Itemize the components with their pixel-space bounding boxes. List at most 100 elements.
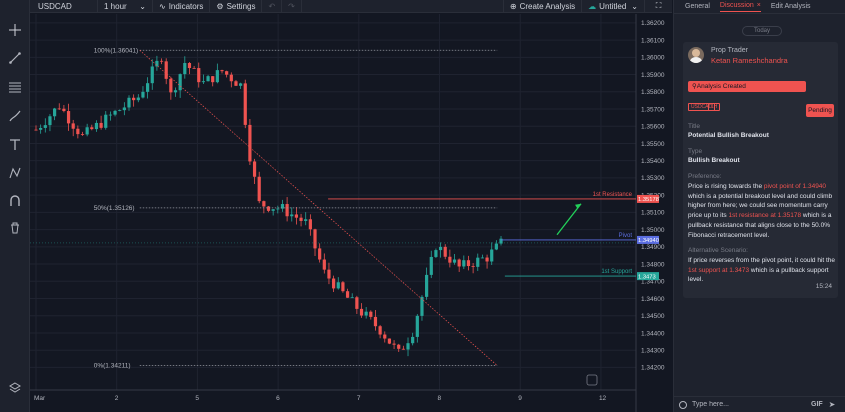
create-analysis-button[interactable]: ⊕ Create Analysis <box>502 0 581 12</box>
candle-body <box>294 214 299 218</box>
candle-body <box>471 266 475 267</box>
indicators-label: Indicators <box>168 1 204 11</box>
candle-body <box>359 308 364 316</box>
candle-body <box>183 63 187 75</box>
candle-body <box>146 83 150 92</box>
price-tick-label: 1.34200 <box>641 365 665 372</box>
author-name[interactable]: Ketan Rameshchandra <box>711 56 788 65</box>
layout-name: Untitled <box>599 1 627 11</box>
tab-general[interactable]: General <box>685 3 710 10</box>
price-tick-label: 1.35300 <box>641 175 665 182</box>
brush-tool[interactable] <box>0 106 30 126</box>
tab-discussion-label: Discussion <box>719 1 754 9</box>
close-icon[interactable]: × <box>756 1 761 9</box>
candle-body <box>490 249 494 262</box>
candle-body <box>192 68 196 69</box>
candle-body <box>452 259 457 263</box>
candle-body <box>187 63 192 69</box>
interval-selector[interactable]: 1 hour ⌄ <box>98 0 153 12</box>
fib-retracement-icon <box>9 82 21 93</box>
settings-button[interactable]: ⚙ Settings <box>210 0 263 12</box>
brush-icon <box>9 110 21 122</box>
text-tool[interactable] <box>0 135 30 155</box>
fib-retracement-tool[interactable] <box>0 77 30 97</box>
pattern-tool[interactable] <box>0 163 30 183</box>
price-tick-label: 1.35100 <box>641 210 665 217</box>
chevron-down-icon: ⌄ <box>139 1 146 11</box>
candle-body <box>173 90 178 93</box>
candle-body <box>53 108 57 117</box>
candle-body <box>336 282 340 289</box>
type-label: Type <box>688 148 703 155</box>
magnet-tool[interactable] <box>0 191 30 211</box>
drawing-toolbar <box>0 0 30 412</box>
candle-body <box>411 336 415 344</box>
layout-selector[interactable]: ☁ Untitled ⌄ <box>581 0 644 12</box>
candle-body <box>34 129 38 131</box>
candle-body <box>257 176 261 202</box>
date-separator: Today <box>742 26 782 36</box>
status-badge: Pending <box>806 104 834 117</box>
candle-body <box>397 344 401 349</box>
price-tick-label: 1.36000 <box>641 55 665 62</box>
panel-tabs: General Discussion × Edit Analysis <box>674 0 845 14</box>
time-tick-label: 12 <box>599 395 607 402</box>
interval-label: 1 hour <box>104 1 127 11</box>
candle-body <box>118 110 122 111</box>
indicators-button[interactable]: ∿ Indicators <box>153 0 211 12</box>
time-tick-label: 5 <box>195 395 199 402</box>
candle-body <box>332 278 336 289</box>
tab-discussion[interactable]: Discussion × <box>719 1 761 12</box>
candle-body <box>327 269 331 279</box>
tab-edit-analysis[interactable]: Edit Analysis <box>770 3 811 10</box>
candle-body <box>243 83 247 125</box>
candle-body <box>66 111 71 124</box>
candle-body <box>215 70 219 83</box>
emoji-icon[interactable] <box>679 400 687 409</box>
candle-body <box>169 78 173 93</box>
trend-line-tool[interactable] <box>0 48 30 68</box>
plus-circle-icon: ⊕ <box>509 1 517 11</box>
candle-body <box>48 116 52 126</box>
alternative-label: Alternative Scenario: <box>688 247 748 254</box>
time-tick-label: 6 <box>276 395 280 402</box>
candle-body <box>76 128 80 135</box>
message-input[interactable] <box>692 401 807 408</box>
price-tick-label: 1.36100 <box>641 37 665 44</box>
candle-body <box>429 256 433 275</box>
gif-button[interactable]: GIF <box>811 401 823 408</box>
crosshair-tool[interactable] <box>0 20 30 40</box>
price-tick-label: 1.34500 <box>641 313 665 320</box>
redo-icon: ↷ <box>288 1 295 11</box>
candle-body <box>155 60 159 67</box>
candle-body <box>457 259 461 267</box>
undo-button[interactable]: ↶ <box>262 0 283 12</box>
price-tick-label: 1.34900 <box>641 244 665 251</box>
symbol-search[interactable]: USDCAD <box>0 0 98 12</box>
price-tick-label: 1.36200 <box>641 20 665 27</box>
candle-body <box>239 83 243 86</box>
candle-body <box>248 124 252 162</box>
candle-body <box>387 338 392 344</box>
redo-button[interactable]: ↷ <box>282 0 302 12</box>
time-tick-label: Mar <box>34 395 46 402</box>
watermark-icon <box>586 374 598 386</box>
chart-canvas[interactable]: 1.36200 1.36100 1.36000 1.35900 1.35800 1.357… <box>30 14 672 412</box>
fullscreen-icon: ⛶ <box>655 1 662 10</box>
price-tick-label: 1.35800 <box>641 89 665 96</box>
candle-body <box>164 61 168 79</box>
pin-icon: ⚲ <box>692 83 697 90</box>
price-tick-label: 1.35500 <box>641 141 665 148</box>
avatar-body <box>689 57 703 63</box>
send-icon[interactable]: ➤ <box>828 400 836 409</box>
candle-body <box>280 204 285 209</box>
candle-body <box>234 81 238 86</box>
analysis-panel: General Discussion × Edit Analysis Today … <box>673 0 845 412</box>
candle-body <box>71 123 75 129</box>
layers-tool[interactable] <box>0 378 30 398</box>
remove-drawings-tool[interactable] <box>0 218 30 238</box>
fullscreen-button[interactable]: ⛶ <box>644 0 672 12</box>
price-chart[interactable]: 1.36200 1.36100 1.36000 1.35900 1.35800 1.357… <box>30 14 672 412</box>
candle-body <box>43 125 47 128</box>
candle-body <box>434 250 438 257</box>
